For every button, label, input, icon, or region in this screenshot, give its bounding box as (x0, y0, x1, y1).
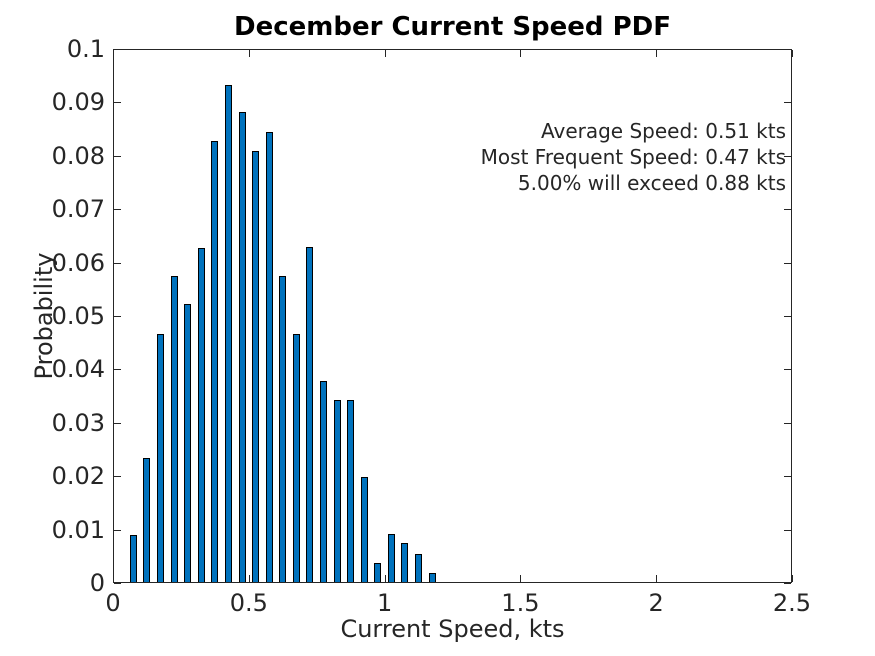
histogram-bar (265, 131, 273, 582)
histogram-bar (306, 246, 314, 582)
tick-mark (249, 50, 250, 57)
histogram-bar (387, 534, 395, 582)
annotation-exceedance-speed: 5.00% will exceed 0.88 kts (517, 171, 786, 195)
tick-mark (114, 423, 121, 424)
tick-mark (114, 316, 121, 317)
histogram-bar (374, 563, 382, 582)
histogram-bar (211, 140, 219, 582)
tick-mark (784, 156, 791, 157)
histogram-bar (333, 400, 341, 582)
tick-mark (114, 263, 121, 264)
histogram-bar (319, 381, 327, 582)
histogram-bar (415, 554, 423, 582)
tick-mark (784, 263, 791, 264)
x-tick-label: 0 (105, 589, 121, 617)
tick-mark (114, 209, 121, 210)
tick-mark (114, 476, 121, 477)
tick-mark (784, 102, 791, 103)
tick-mark (114, 49, 121, 50)
histogram-bar (360, 477, 368, 582)
x-tick-label: 1.5 (501, 589, 540, 617)
y-tick-label: 0.1 (66, 35, 105, 63)
tick-mark (784, 583, 791, 584)
y-tick-label: 0.04 (51, 355, 105, 384)
y-tick-label: 0.01 (51, 515, 105, 544)
tick-mark (656, 50, 657, 57)
tick-mark (249, 575, 250, 582)
histogram-bar (224, 84, 232, 582)
annotation-most-frequent-speed: Most Frequent Speed: 0.47 kts (480, 145, 786, 169)
histogram-bar (143, 458, 151, 582)
histogram-bar (428, 573, 436, 582)
x-tick-label: 0.5 (229, 589, 268, 617)
y-tick-label: 0.08 (51, 141, 105, 170)
tick-mark (784, 49, 791, 50)
histogram-bar (401, 542, 409, 582)
chart-title: December Current Speed PDF (234, 12, 671, 42)
y-axis-label: Probability (30, 252, 58, 380)
tick-mark (792, 50, 793, 57)
histogram-bar (197, 247, 205, 582)
x-axis-label: Current Speed, kts (340, 615, 565, 643)
x-tick-label: 1 (376, 589, 393, 617)
tick-mark (114, 102, 121, 103)
y-tick-label: 0.03 (51, 408, 105, 437)
tick-mark (656, 575, 657, 582)
tick-mark (784, 369, 791, 370)
histogram-bar (292, 333, 300, 582)
histogram-bar (170, 276, 178, 582)
y-tick-label: 0.05 (51, 302, 105, 330)
annotation-average-speed: Average Speed: 0.51 kts (540, 119, 786, 143)
tick-mark (114, 530, 121, 531)
x-tick-label: 2 (648, 589, 664, 617)
tick-mark (113, 50, 114, 57)
y-tick-label: 0.02 (51, 462, 105, 491)
histogram-bar (184, 304, 192, 582)
histogram-bar (238, 112, 246, 582)
histogram-bar (279, 275, 287, 582)
tick-mark (520, 50, 521, 57)
tick-mark (784, 476, 791, 477)
histogram-bar (347, 400, 355, 582)
y-tick-label: 0.07 (51, 195, 105, 224)
tick-mark (114, 156, 121, 157)
tick-mark (784, 316, 791, 317)
tick-mark (784, 423, 791, 424)
tick-mark (113, 575, 114, 582)
histogram-bar (157, 333, 165, 582)
y-tick-label: 0.06 (51, 248, 105, 277)
histogram-bar (252, 150, 260, 582)
x-tick-label: 2.5 (772, 589, 812, 617)
tick-mark (784, 530, 791, 531)
tick-mark (784, 209, 791, 210)
histogram-bar (129, 534, 137, 582)
tick-mark (114, 583, 121, 584)
stats-annotation: Average Speed: 0.51 kts Most Frequent Sp… (481, 118, 786, 196)
y-tick-label: 0.09 (51, 88, 105, 117)
tick-mark (520, 575, 521, 582)
tick-mark (792, 575, 793, 582)
tick-mark (114, 369, 121, 370)
y-tick-label: 0 (89, 569, 105, 597)
tick-mark (385, 575, 386, 582)
tick-mark (385, 50, 386, 57)
